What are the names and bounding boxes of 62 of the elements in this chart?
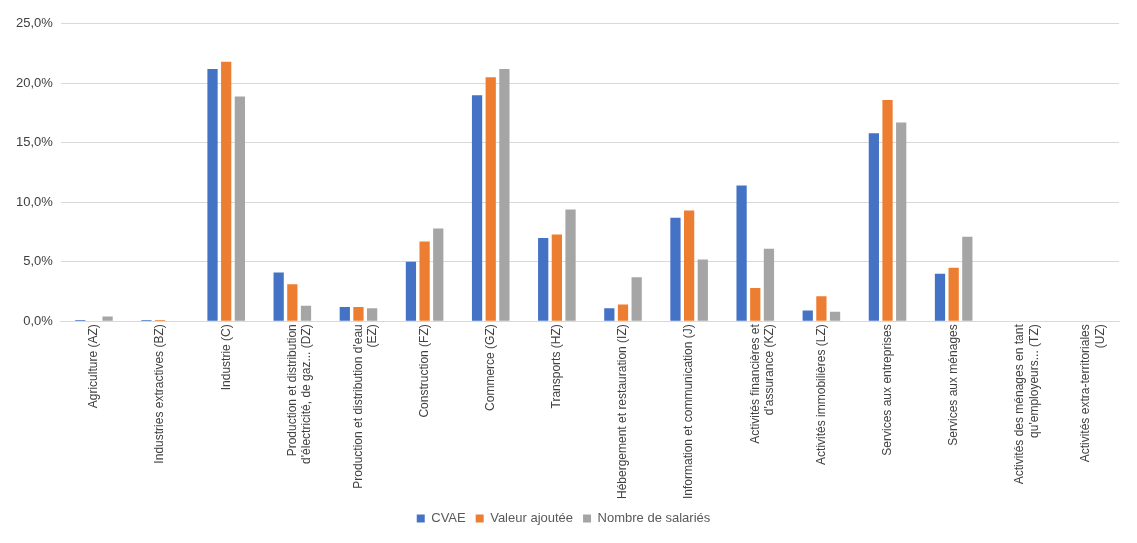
x-tick-label: Agriculture (AZ) [86,324,101,409]
bar [670,217,681,321]
bar [485,77,496,321]
legend-label: Nombre de salariés [597,510,711,526]
bar [405,261,417,321]
bar [353,306,364,321]
x-tick-label: Transports (HZ) [549,324,564,409]
bar [829,311,841,321]
x-tick-label: Activités des ménages en tant qu'employeurs... (TZ) [1012,323,1041,485]
bar [221,61,232,321]
bar [565,209,576,321]
y-tick-label: 0,0% [23,312,54,328]
bar [816,296,827,321]
bar [234,96,245,321]
x-tick-label: Industries extractives (BZ) [152,324,167,464]
bar [287,284,298,321]
x-tick-label: Production et distribution d'électricité, de gaz... (DZ) [284,324,314,464]
bar [882,99,893,321]
x-tick-label: Activités extra-territoriales (UZ) [1078,324,1107,463]
bar [273,272,284,321]
bar [868,133,879,321]
x-tick-label: Construction (FZ) [416,324,431,418]
y-tick-label: 5,0% [23,253,54,269]
bar [896,122,907,321]
x-tick-label: Information et communication (J) [681,324,696,499]
x-tick-label: Services aux entreprises [879,324,894,456]
x-tick-label: Industrie (C) [218,324,233,391]
bar [617,304,629,321]
y-tick-label: 15,0% [15,134,54,150]
bar [538,237,549,321]
bar [684,210,695,321]
bar [948,267,959,321]
y-tick-label: 20,0% [15,74,54,90]
bar [750,287,761,321]
bar [300,305,312,321]
x-tick-label: Commerce (GZ) [483,324,498,411]
bar [604,308,615,321]
bar [631,277,642,321]
bar [697,259,708,321]
x-tick-label: Hébergement et restauration (IZ) [615,324,630,500]
legend-label: CVAE [431,510,466,526]
bar [763,248,775,321]
bar [802,310,813,321]
bar [367,308,378,321]
bar [499,69,510,321]
x-tick-label: Services aux ménages [945,324,960,446]
bar [551,234,562,321]
x-tick-label: Activités financières et d'assurance (KZ) [747,323,776,444]
bar [207,69,218,321]
bar [433,228,444,321]
bar [736,185,747,321]
bar [419,241,430,321]
y-tick-label: 25,0% [15,15,54,31]
x-tick-label: Production et distribution d'eau (EZ) [350,324,380,489]
legend-label: Valeur ajoutée [490,510,574,526]
bar [471,95,483,321]
bar [962,236,973,321]
y-tick-label: 10,0% [15,193,54,209]
x-tick-label: Activités immobilières (LZ) [813,324,828,465]
bar [102,316,113,321]
bar [934,273,946,321]
bar [339,306,350,321]
